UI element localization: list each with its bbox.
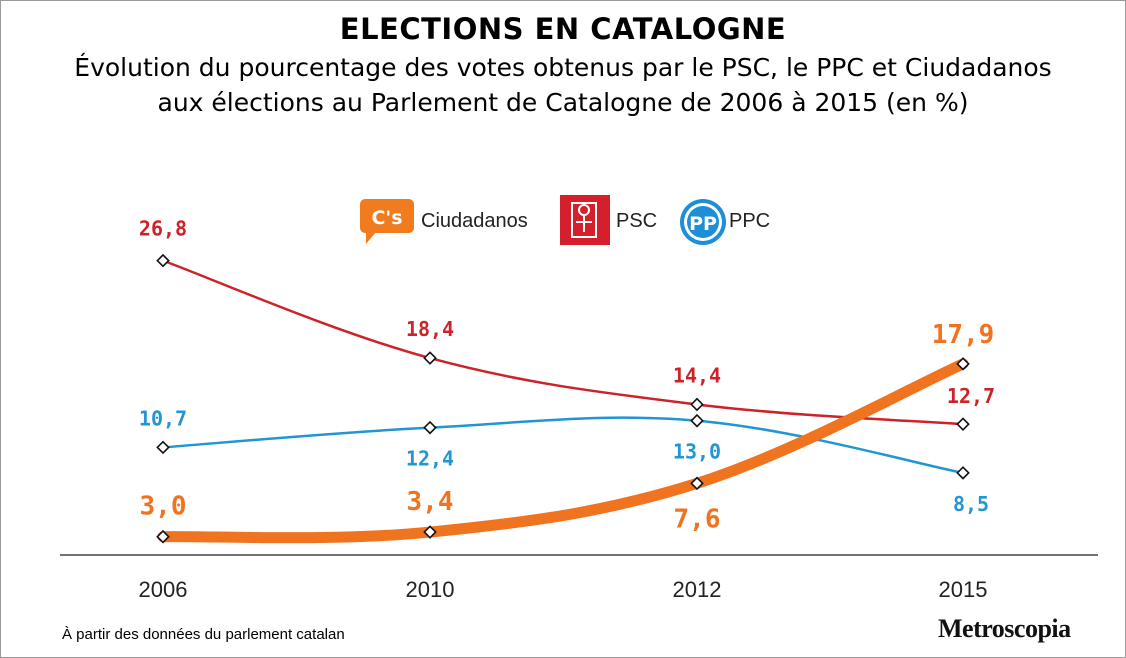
chart-title: ELECTIONS EN CATALOGNE [339, 12, 787, 46]
brand-logo: Metroscopia [938, 614, 1071, 643]
psc-marker-2006 [156, 253, 170, 268]
ciudadanos-marker-2015 [956, 357, 970, 371]
chart-subtitle: Évolution du pourcentage des votes obten… [74, 53, 1052, 117]
psc-line [162, 259, 964, 426]
legend-label-psc: PSC [616, 210, 657, 232]
ppc-logo-icon: PP [680, 199, 726, 245]
legend-label-ciudadanos: Ciudadanos [421, 210, 528, 232]
legend-item-ppc: PP PPC [680, 199, 770, 245]
series-ppc [162, 416, 964, 475]
ciudadanos-label-2010: 3,4 [407, 487, 454, 517]
x-tick-label-2006: 2006 [139, 577, 188, 602]
data-markers [156, 253, 970, 544]
ppc-marker-2010 [423, 420, 437, 435]
ciudadanos-marker-2012 [690, 476, 704, 491]
psc-label-2012: 14,4 [673, 363, 721, 387]
ciudadanos-logo-icon: C's [360, 199, 414, 244]
psc-marker-2010 [423, 351, 437, 365]
ciudadanos-label-2015: 17,9 [932, 320, 995, 350]
ppc-line [162, 416, 964, 475]
legend-label-ppc: PPC [729, 210, 770, 232]
x-tick-label-2012: 2012 [673, 577, 722, 602]
ppc-label-2006: 10,7 [139, 406, 187, 430]
psc-marker-2012 [690, 397, 704, 412]
series-ciudadanos [157, 358, 969, 544]
legend: C's Ciudadanos PSC PP PPC [360, 195, 770, 245]
psc-label-2010: 18,4 [406, 317, 454, 341]
x-tick-label-2010: 2010 [406, 577, 455, 602]
x-tick-label-2015: 2015 [939, 577, 988, 602]
ciudadanos-label-2006: 3,0 [140, 492, 187, 522]
ciudadanos-line [157, 358, 969, 544]
ppc-label-2010: 12,4 [406, 447, 454, 471]
psc-label-2015: 12,7 [947, 384, 995, 408]
ppc-logo-text: PP [689, 213, 717, 235]
ppc-label-2012: 13,0 [673, 440, 721, 464]
ppc-marker-2006 [156, 440, 170, 455]
series-psc [162, 259, 964, 426]
ppc-marker-2012 [690, 413, 704, 428]
ppc-marker-2015 [956, 466, 970, 480]
x-axis-ticks: 2006 2010 2012 2015 [139, 577, 988, 602]
data-labels: 26,8 18,4 14,4 12,7 10,7 12,4 13,0 8,5 3,0 3,4 7,6… [139, 217, 995, 535]
ciudadanos-logo-text: C's [371, 207, 402, 229]
ciudadanos-marker-2010 [423, 525, 437, 539]
source-note: À partir des données du parlement catala… [62, 626, 345, 643]
ppc-label-2015: 8,5 [953, 492, 989, 516]
psc-logo-icon [560, 195, 610, 245]
ciudadanos-label-2012: 7,6 [674, 504, 721, 534]
psc-marker-2015 [956, 417, 970, 431]
psc-label-2006: 26,8 [139, 217, 187, 241]
ciudadanos-marker-2006 [156, 529, 170, 544]
legend-item-psc: PSC [560, 195, 657, 245]
legend-item-ciudadanos: C's Ciudadanos [360, 199, 528, 244]
